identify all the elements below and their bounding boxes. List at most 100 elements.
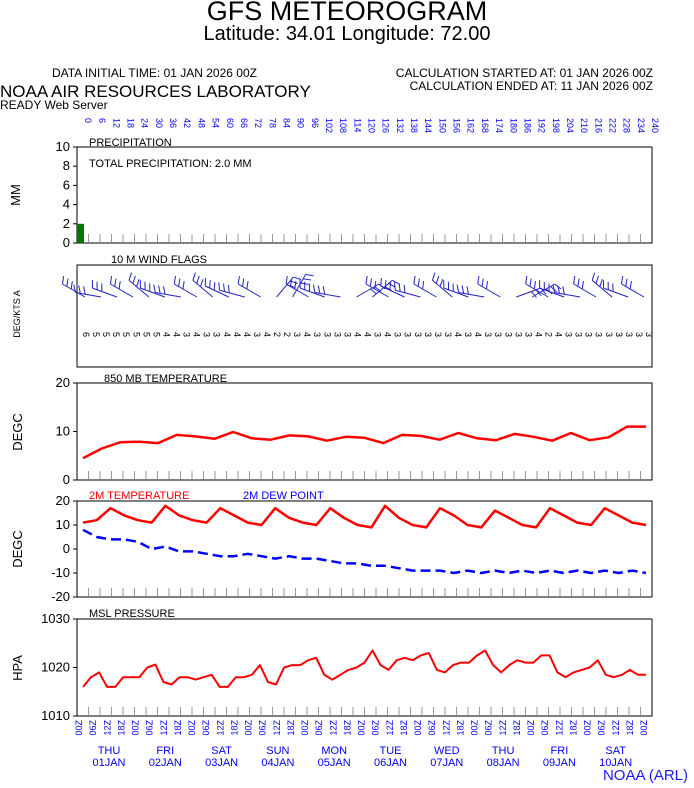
- time-tick-label: 12Z: [611, 720, 621, 736]
- day-date-label: 09JAN: [543, 757, 576, 769]
- forecast-hour-label: 228: [622, 118, 632, 133]
- t850-frame: [76, 382, 653, 481]
- precip-y-tick-label: 4: [63, 197, 70, 212]
- wind-barb-feather: [529, 278, 532, 287]
- wind-barb-feather: [109, 276, 113, 285]
- calculation-started: CALCULATION STARTED AT: 01 JAN 2026 00Z: [395, 66, 653, 80]
- time-tick-label: 00Z: [470, 720, 480, 736]
- time-tick-label: 06Z: [597, 720, 607, 736]
- wind-barb-feather: [481, 278, 484, 287]
- time-tick-label: 00Z: [526, 720, 536, 736]
- day-weekday-label: SUN: [266, 745, 289, 757]
- wind-barb-feather: [192, 272, 196, 281]
- precip-bar: [77, 223, 84, 243]
- wind-barb: [525, 283, 549, 298]
- precip-title: PRECIPITATION: [89, 137, 172, 149]
- wind-barb: [356, 283, 380, 298]
- forecast-hour-label: 144: [423, 118, 433, 133]
- time-tick-label: 12Z: [159, 720, 169, 736]
- day-date-label: 01JAN: [92, 757, 125, 769]
- wind-speed-label: 3: [634, 332, 644, 337]
- forecast-hour-label: 18: [126, 118, 136, 128]
- wind-barb-feather: [158, 285, 161, 294]
- lab-name: NOAA AIR RESOURCES LABORATORY: [0, 82, 311, 101]
- wind-barb-feather: [73, 284, 76, 293]
- pressure-y-tick-label: 1030: [41, 611, 70, 626]
- forecast-hour-label: 54: [211, 118, 221, 128]
- wind-barb-feather: [525, 276, 528, 285]
- wind-barb-feather: [114, 278, 117, 287]
- day-weekday-label: TUE: [380, 745, 402, 757]
- precip-y-tick-label: 2: [63, 216, 70, 231]
- time-tick-label: 18Z: [116, 720, 126, 736]
- wind-barb: [432, 279, 453, 298]
- wind-speed-label: 4: [171, 332, 181, 337]
- forecast-hour-label: 102: [324, 118, 334, 133]
- t850-y-label: DEGC: [10, 413, 25, 451]
- forecast-hour-label: 96: [310, 118, 320, 128]
- time-tick-label: 06Z: [371, 720, 381, 736]
- wind-speed-label: 3: [644, 332, 654, 337]
- forecast-hour-label: 114: [352, 118, 362, 132]
- wind-barb-feather: [204, 277, 207, 287]
- wind-barb-feather: [431, 272, 436, 281]
- wind-barb: [92, 287, 118, 298]
- wind-barb-feather: [303, 278, 312, 281]
- wind-speed-label: 6: [81, 332, 91, 337]
- wind-speed-label: 3: [564, 332, 574, 337]
- wind-barb: [443, 287, 469, 298]
- forecast-hour-label: 210: [579, 118, 589, 133]
- temperature-line: [82, 504, 647, 529]
- wind-barb: [372, 279, 393, 298]
- wind-barb: [62, 283, 86, 298]
- wind-barb-feather: [163, 286, 166, 295]
- precip-y-tick-label: 0: [63, 235, 70, 250]
- calculation-ended: CALCULATION ENDED AT: 11 JAN 2026 00Z: [409, 79, 653, 93]
- forecast-hour-label: 120: [367, 118, 377, 133]
- wind-barb: [621, 283, 645, 298]
- wind-barb-feather: [293, 276, 302, 281]
- wind-barb: [292, 274, 307, 298]
- wind-speed-label: 4: [554, 332, 564, 337]
- dewpoint-line: [82, 528, 647, 575]
- wind-barb-feather: [599, 278, 603, 287]
- forecast-hour-label: 42: [182, 118, 192, 128]
- wind-speed-label: 3: [594, 332, 604, 337]
- day-weekday-label: SAT: [605, 745, 626, 757]
- wind-barb-feather: [178, 278, 181, 287]
- time-tick-label: 00Z: [300, 720, 310, 736]
- wind-barb-feather: [294, 281, 297, 290]
- day-date-label: 06JAN: [374, 757, 407, 769]
- forecast-hour-label: 24: [140, 118, 150, 128]
- forecast-hour-label: 30: [154, 118, 164, 128]
- precip-frame: [76, 146, 653, 244]
- forecast-hour-label: 186: [522, 118, 532, 133]
- wind-barb: [299, 287, 325, 298]
- wind-speed-label: 5: [121, 332, 131, 337]
- time-tick-label: 18Z: [455, 720, 465, 736]
- pressure-line: [82, 649, 646, 688]
- wind-speed-label: 4: [383, 332, 393, 337]
- t850-y-tick-label: 0: [63, 472, 70, 487]
- wind-barb-feather: [461, 285, 465, 294]
- wind-barb-feather: [591, 272, 596, 281]
- wind-barb: [380, 285, 405, 298]
- surface-y-tick-label: 20: [56, 493, 70, 508]
- wind-barb: [573, 283, 597, 298]
- forecast-hour-label: 222: [607, 118, 617, 133]
- time-tick-label: 00Z: [357, 720, 367, 736]
- wind-barb: [477, 283, 501, 298]
- wind-speed-label: 3: [614, 332, 624, 337]
- credit-label: NOAA (ARL): [602, 767, 688, 784]
- wind-barb-feather: [242, 278, 245, 287]
- time-tick-label: 12Z: [441, 720, 451, 736]
- wind-speed-label: 3: [413, 332, 423, 337]
- wind-barb-feather: [305, 273, 314, 277]
- wind-speed-label: 4: [302, 332, 312, 337]
- wind-barb-feather: [552, 284, 555, 293]
- wind-barb-feather: [435, 275, 440, 284]
- time-tick-label: 12Z: [215, 720, 225, 736]
- surface-y-tick-label: 10: [56, 517, 70, 532]
- wind-speed-label: 5: [151, 332, 161, 337]
